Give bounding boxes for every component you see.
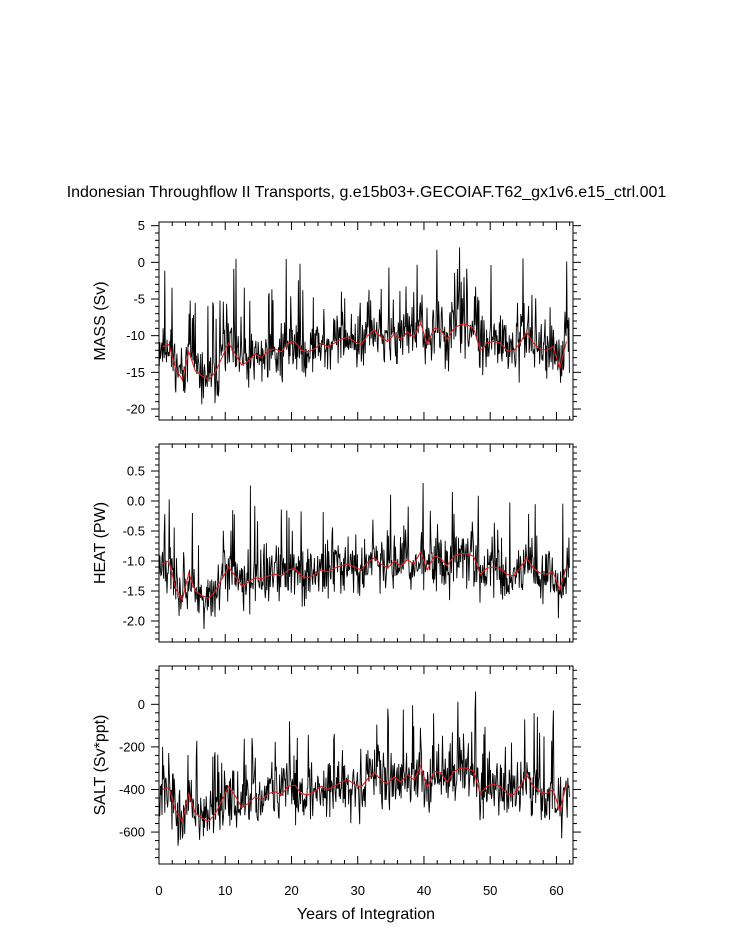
heat-ytick-label: -2.0 [123, 614, 145, 629]
xtick-label: 0 [155, 883, 162, 898]
mass-ytick-label: -10 [126, 328, 145, 343]
heat-ytick-label: 0.0 [127, 494, 145, 509]
mass-annual-line [162, 320, 567, 382]
xtick-label: 60 [549, 883, 563, 898]
xtick-label: 10 [218, 883, 232, 898]
heat-ytick-label: -1.0 [123, 554, 145, 569]
heat-monthly-line [159, 482, 570, 630]
mass-ytick-label: 0 [138, 255, 145, 270]
heat-ytick-label: -0.5 [123, 524, 145, 539]
xtick-label: 40 [417, 883, 431, 898]
mass-ytick-label: -20 [126, 402, 145, 417]
mass-monthly-line [159, 247, 570, 405]
mass-frame [158, 221, 574, 421]
salt-monthly-line [159, 691, 570, 846]
salt-ytick-label: 0 [138, 697, 145, 712]
x-axis-label: Years of Integration [297, 906, 435, 923]
salt-annual-line [162, 764, 567, 823]
xtick-label: 20 [284, 883, 298, 898]
mass-ytick-label: -5 [133, 292, 145, 307]
salt-ylabel: SALT (Sv*ppt) [92, 715, 109, 816]
heat-ylabel: HEAT (PW) [92, 502, 109, 584]
chart-title: Indonesian Throughflow II Transports, g.… [66, 184, 667, 201]
heat-ytick-label: -1.5 [123, 584, 145, 599]
heat-annual-line [162, 550, 567, 602]
mass-ylabel: MASS (Sv) [92, 281, 109, 360]
xtick-label: 50 [483, 883, 497, 898]
salt-ytick-label: -200 [119, 739, 145, 754]
xtick-label: 30 [350, 883, 364, 898]
salt-ytick-label: -400 [119, 782, 145, 797]
salt-frame [158, 665, 574, 865]
mass-ytick-label: -15 [126, 365, 145, 380]
mass-ytick-label: 5 [138, 218, 145, 233]
salt-ytick-label: -600 [119, 825, 145, 840]
heat-frame [158, 443, 574, 643]
heat-ytick-label: 0.5 [127, 464, 145, 479]
